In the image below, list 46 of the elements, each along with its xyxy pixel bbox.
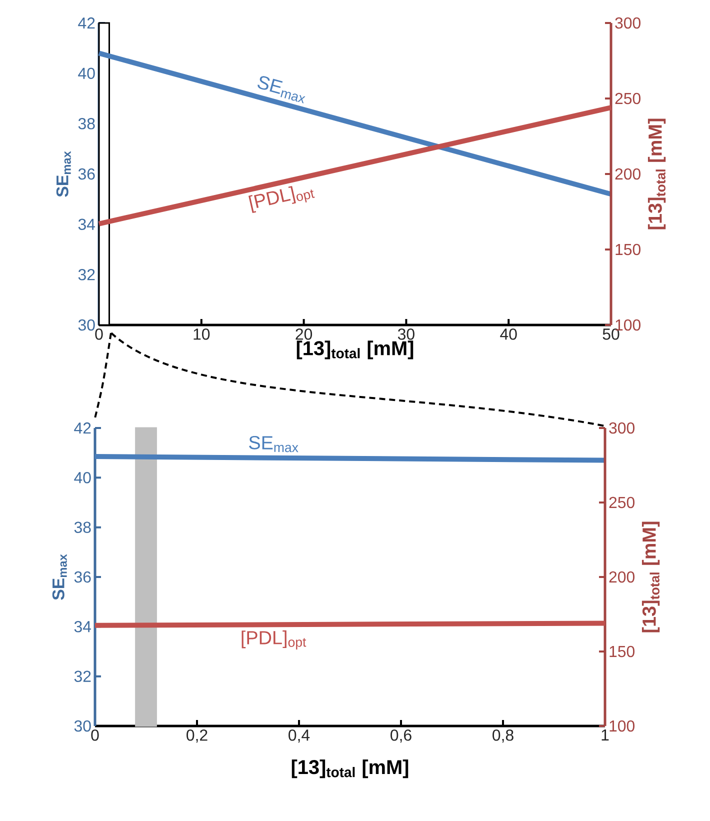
y-tick-label: 30	[78, 319, 95, 331]
series-label: [PDL]$_{opt}$	[242, 630, 306, 650]
y2-tick-label: 150	[616, 244, 640, 256]
y2-tick-label: 100	[616, 319, 640, 331]
y2-tick-label: 300	[615, 17, 640, 29]
x-tick-label: 40	[500, 328, 517, 340]
x-tick-label: 30	[398, 328, 414, 340]
y-tick-label: 34	[78, 218, 96, 230]
series-label: SE$_{max}$	[249, 436, 298, 452]
y2-tick-label: 250	[609, 496, 634, 508]
y-tick-label: 34	[74, 621, 92, 632]
y-tick-label: 42	[78, 17, 95, 29]
y2-tick-label: 300	[609, 422, 634, 434]
text: SE$_{max}$	[258, 76, 306, 104]
y-tick-label: 36	[74, 571, 91, 583]
y-tick-label: 40	[78, 68, 95, 79]
x-tick-label: 50	[602, 328, 620, 340]
y2-tick-label: 200	[609, 571, 634, 583]
y-tick-label: 36	[78, 168, 95, 180]
x-axis-title: [13]$_{total}$ [mM]	[292, 760, 408, 778]
x-tick-label: 10	[194, 328, 210, 340]
y-tick-label: 40	[74, 472, 91, 484]
y-axis-title: SE$_{max}$	[52, 554, 67, 600]
y2-tick-label: 250	[615, 92, 640, 104]
x-tick-label: 0,2	[186, 730, 208, 743]
y-tick-label: 42	[74, 422, 91, 434]
y-axis-title: SE$_{max}$	[56, 151, 71, 197]
x-tick-label: 0	[95, 328, 103, 340]
x-tick-label: 0	[91, 730, 99, 741]
y-tick-label: 32	[78, 269, 95, 280]
y2-tick-label: 100	[610, 720, 634, 732]
y-tick-label: 30	[74, 720, 91, 732]
y-tick-label: 38	[74, 522, 91, 533]
x-tick-label: 20	[296, 328, 312, 340]
x-axis-title: [13]$_{total}$ [mM]	[296, 340, 414, 360]
y-tick-label: 32	[74, 670, 91, 682]
x-tick-label: 0,6	[390, 730, 412, 743]
y2-tick-label: 200	[615, 168, 640, 180]
y2-tick-label: 150	[610, 646, 634, 658]
x-tick-label: 1	[602, 730, 609, 740]
y2-axis-title: [13]$_{total}$ [mM]	[648, 118, 666, 230]
y2-axis-title: [13]$_{total}$ [mM]	[642, 522, 660, 632]
y-tick-label: 38	[78, 118, 95, 130]
x-tick-label: 0,4	[288, 730, 310, 743]
text: [PDL]$_{opt}$	[248, 186, 315, 214]
x-tick-label: 0,8	[492, 730, 514, 743]
